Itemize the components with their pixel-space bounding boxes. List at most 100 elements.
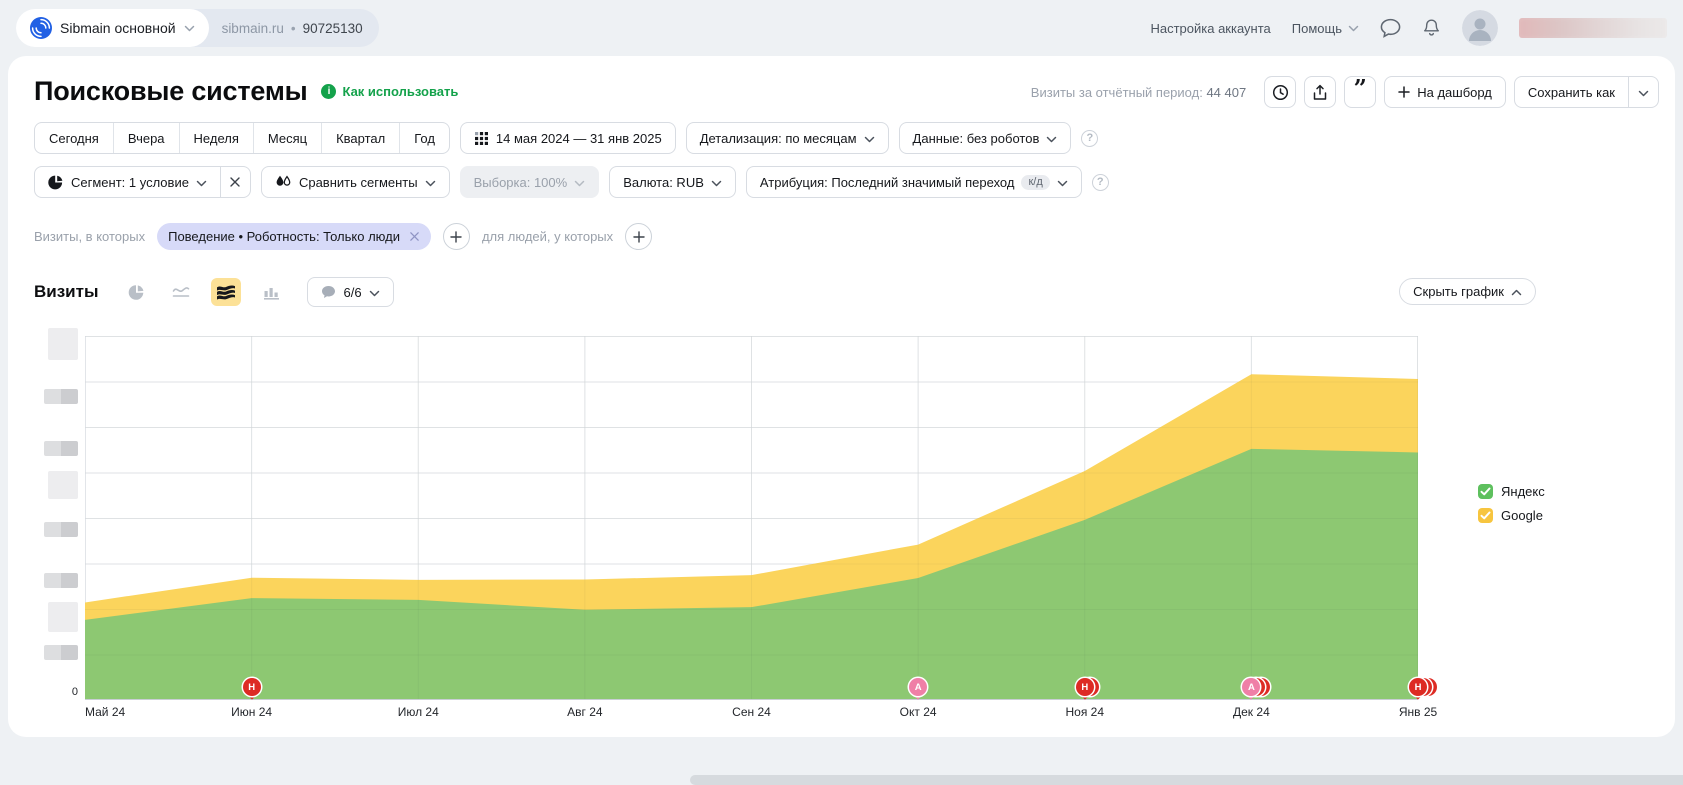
annotation-letter: Н xyxy=(1075,678,1094,696)
hide-chart-label: Скрыть график xyxy=(1413,284,1504,299)
drops-compare-icon xyxy=(275,175,292,189)
hide-chart-button[interactable]: Скрыть график xyxy=(1399,278,1536,305)
export-button[interactable] xyxy=(1304,76,1337,108)
horizontal-scrollbar[interactable] xyxy=(690,775,1683,785)
tab-year[interactable]: Год xyxy=(399,123,449,153)
top-nav: Настройка аккаунта Помощь xyxy=(1150,10,1667,46)
tab-today[interactable]: Сегодня xyxy=(49,130,99,146)
help-question-icon[interactable]: ? xyxy=(1081,129,1099,147)
counter-selector[interactable]: Sibmain основной sibmain.ru • 90725130 xyxy=(16,9,379,47)
chevron-down-icon xyxy=(864,131,875,146)
how-to-use-link[interactable]: i Как использовать xyxy=(321,84,458,99)
x-axis-label: Май 24 xyxy=(85,705,126,719)
annotation-pin[interactable]: Н xyxy=(1409,678,1437,700)
segment-dropdown[interactable]: Сегмент: 1 условие xyxy=(34,166,221,198)
save-as-dropdown-button[interactable] xyxy=(1629,76,1659,108)
redacted-y-label xyxy=(44,573,78,588)
compare-segments-dropdown[interactable]: Сравнить сегменты xyxy=(260,166,450,198)
x-axis-label: Июн 24 xyxy=(231,705,273,719)
chart-type-columns-icon[interactable] xyxy=(256,278,286,306)
tab-yesterday[interactable]: Вчера xyxy=(112,123,179,153)
top-header: Sibmain основной sibmain.ru • 90725130 Н… xyxy=(0,0,1683,56)
separator-dot: • xyxy=(290,20,296,36)
help-menu[interactable]: Помощь xyxy=(1292,21,1359,36)
metric-title: Визиты xyxy=(34,282,99,301)
chevron-down-icon xyxy=(1348,25,1359,32)
comments-button[interactable]: ” xyxy=(1344,76,1377,108)
help-label: Помощь xyxy=(1291,20,1342,36)
legend-label: Яндекс xyxy=(1501,484,1545,499)
redacted-y-label xyxy=(44,389,78,404)
visits-in-which-label: Визиты, в которых xyxy=(34,229,146,244)
chart-type-line-icon[interactable] xyxy=(166,278,196,306)
redacted-y-label xyxy=(44,441,78,456)
tab-month[interactable]: Месяц xyxy=(252,123,321,153)
notifications-bell-icon[interactable] xyxy=(1422,18,1441,38)
annotation-letter: Н xyxy=(1409,678,1427,696)
y-axis-zero-label: 0 xyxy=(71,686,78,698)
annotation-letter: А xyxy=(909,678,928,696)
segment-chip[interactable]: Поведение • Роботность: Только люди xyxy=(157,223,431,250)
save-as-button[interactable]: Сохранить как xyxy=(1513,76,1629,108)
x-axis-label: Окт 24 xyxy=(899,705,937,719)
annotation-pin[interactable]: А xyxy=(909,678,928,700)
account-settings-link[interactable]: Настройка аккаунта xyxy=(1150,20,1271,36)
feedback-chat-icon[interactable] xyxy=(1380,18,1401,38)
add-to-dashboard-button[interactable]: На дашборд xyxy=(1384,76,1506,108)
annotation-pin[interactable]: А xyxy=(1242,678,1271,700)
data-mode-dropdown[interactable]: Данные: без роботов xyxy=(898,122,1072,154)
help-question-icon[interactable]: ? xyxy=(1091,173,1109,191)
segment-split-button: Сегмент: 1 условие xyxy=(34,166,251,198)
tab-week[interactable]: Неделя xyxy=(178,123,253,153)
checkbox-checked-icon xyxy=(1478,484,1493,499)
segment-clear-button[interactable] xyxy=(220,166,251,198)
visits-summary-value: 44 407 xyxy=(1206,84,1247,100)
chevron-down-icon xyxy=(425,175,436,190)
x-axis-label: Янв 25 xyxy=(1398,705,1438,719)
avatar[interactable] xyxy=(1462,10,1498,46)
detail-dropdown[interactable]: Детализация: по месяцам xyxy=(685,122,889,154)
x-axis-label: Июл 24 xyxy=(397,705,439,719)
counter-selector-main[interactable]: Sibmain основной xyxy=(16,9,209,47)
chevron-down-icon xyxy=(1638,85,1649,100)
annotation-letter: А xyxy=(1242,678,1261,696)
checkbox-checked-icon xyxy=(1478,508,1493,523)
chevron-down-icon xyxy=(574,175,585,190)
recent-time-button[interactable] xyxy=(1264,76,1297,108)
pie-segment-icon xyxy=(48,174,64,190)
chart-legend: Яндекс Google xyxy=(1478,484,1545,523)
annotation-pin[interactable]: Н xyxy=(1075,678,1099,700)
visits-area-chart[interactable] xyxy=(85,336,1418,700)
chart-type-pie-icon[interactable] xyxy=(121,278,151,306)
report-card: Поисковые системы i Как использовать Виз… xyxy=(8,56,1675,737)
redacted-y-label xyxy=(44,645,78,660)
sampling-dropdown[interactable]: Выборка: 100% xyxy=(459,166,600,198)
chevron-up-icon xyxy=(1511,284,1522,299)
goals-dropdown[interactable]: 6/6 xyxy=(307,277,394,307)
date-range-button[interactable]: 14 мая 2024 — 31 янв 2025 xyxy=(459,122,676,154)
chart-type-area-icon[interactable] xyxy=(211,278,242,306)
save-as-split-button: Сохранить как xyxy=(1513,76,1659,108)
counter-id: 90725130 xyxy=(302,20,363,36)
add-visit-condition-button[interactable] xyxy=(442,223,470,250)
redacted-y-label xyxy=(48,602,78,632)
close-icon xyxy=(229,176,241,188)
currency-dropdown[interactable]: Валюта: RUB xyxy=(609,166,736,198)
legend-item-google[interactable]: Google xyxy=(1478,508,1545,523)
segment-filter-row: Сегмент: 1 условие Сравнить сегменты Выб… xyxy=(34,166,1109,198)
annotation-pin[interactable]: Н xyxy=(242,678,261,700)
compare-segments-label: Сравнить сегменты xyxy=(298,174,418,190)
attribution-dropdown[interactable]: Атрибуция: Последний значимый переход к/… xyxy=(745,166,1082,198)
date-range-label: 14 мая 2024 — 31 янв 2025 xyxy=(495,130,662,146)
x-axis-label: Сен 24 xyxy=(732,705,771,719)
legend-item-yandex[interactable]: Яндекс xyxy=(1478,484,1545,499)
redacted-y-label xyxy=(44,522,78,537)
chevron-down-icon xyxy=(1057,175,1068,190)
add-user-condition-button[interactable] xyxy=(625,223,653,250)
tab-quarter[interactable]: Квартал xyxy=(321,123,399,153)
counter-domain: sibmain.ru xyxy=(221,20,284,36)
chart-controls: Визиты 6/6 xyxy=(34,277,394,307)
redacted-y-label xyxy=(48,328,78,360)
chevron-down-icon xyxy=(196,175,207,190)
remove-chip-icon[interactable] xyxy=(409,231,420,242)
